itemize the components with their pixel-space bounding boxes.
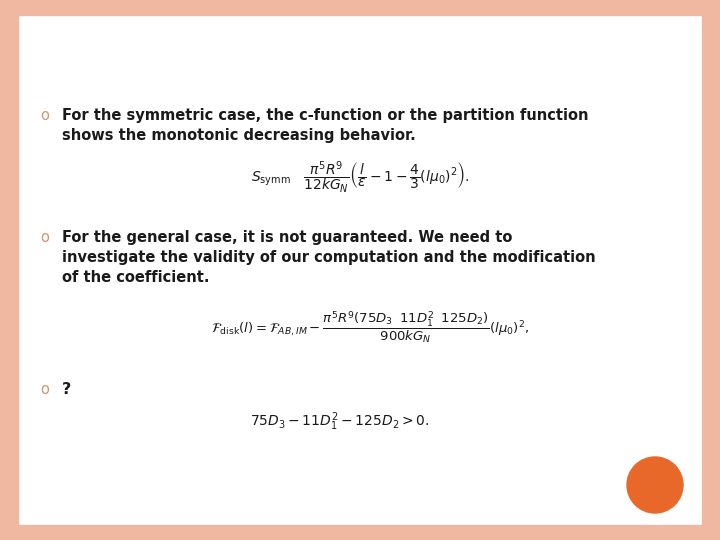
Bar xyxy=(702,0,720,540)
Text: of the coefficient.: of the coefficient. xyxy=(62,270,210,285)
Text: $75D_3 - 11D_1^2 - 125D_2 > 0.$: $75D_3 - 11D_1^2 - 125D_2 > 0.$ xyxy=(250,410,429,433)
Text: o: o xyxy=(40,382,50,397)
Text: investigate the validity of our computation and the modification: investigate the validity of our computat… xyxy=(62,250,595,265)
Bar xyxy=(0,0,720,15)
Text: ?: ? xyxy=(62,382,71,397)
Bar xyxy=(0,525,720,540)
Text: For the general case, it is not guaranteed. We need to: For the general case, it is not guarante… xyxy=(62,230,513,245)
Text: o: o xyxy=(40,108,50,123)
Circle shape xyxy=(627,457,683,513)
Text: $\mathcal{F}_{\mathrm{disk}}(l) = \mathcal{F}_{AB,IM} - \dfrac{\pi^5 R^9 (75D_3 : $\mathcal{F}_{\mathrm{disk}}(l) = \mathc… xyxy=(211,310,529,346)
Text: $S_{\mathrm{symm}} \quad \dfrac{\pi^5 R^9}{12kG_N}\left( \dfrac{l}{\epsilon} - 1: $S_{\mathrm{symm}} \quad \dfrac{\pi^5 R^… xyxy=(251,160,469,197)
Bar xyxy=(0,0,18,540)
Text: For the symmetric case, the c-function or the partition function: For the symmetric case, the c-function o… xyxy=(62,108,588,123)
Text: shows the monotonic decreasing behavior.: shows the monotonic decreasing behavior. xyxy=(62,128,415,143)
Text: o: o xyxy=(40,230,50,245)
